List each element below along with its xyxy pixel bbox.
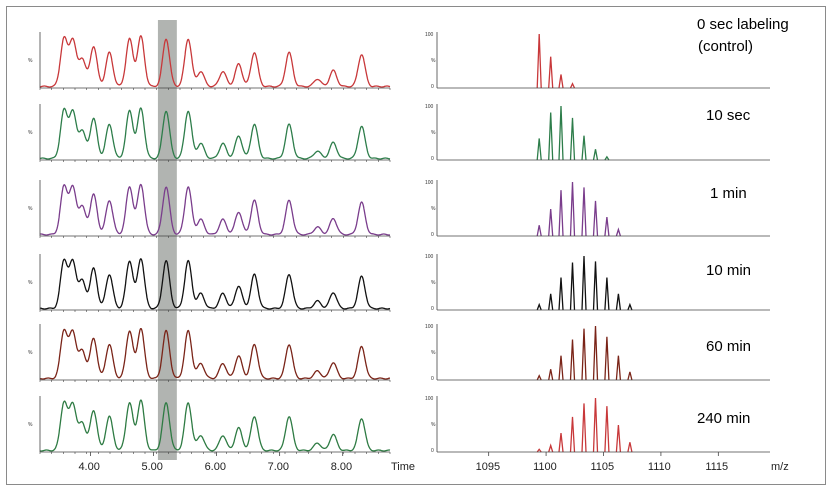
spectrum-peak	[615, 227, 622, 237]
spectrum-peak	[569, 416, 576, 453]
spectrum-y-tick-label: %	[431, 130, 436, 136]
spectrum-peak	[581, 187, 587, 237]
chromatogram-x-tick-label: 8.00	[331, 461, 352, 473]
chromatogram-y-tick-label: %	[28, 206, 33, 212]
row-label-0-line2: (control)	[698, 38, 753, 55]
spectrum-y-tick-label: %	[431, 350, 436, 356]
spectrum-peak	[592, 149, 599, 161]
spectrum-peak	[548, 208, 554, 237]
spectrum-y-tick-label: 0	[431, 232, 434, 238]
spectrum-peak	[558, 355, 564, 381]
spectrum-x-tick-label: 1115	[705, 461, 728, 473]
spectrum-peak	[536, 374, 542, 381]
chromatogram-x-tick-label: 7.00	[268, 461, 289, 473]
chromatogram-series-line	[39, 327, 390, 380]
chromatogram-series-line	[40, 399, 391, 452]
chromatogram-x-tick-label: 4.00	[78, 461, 99, 473]
spectrum-peak	[548, 293, 554, 311]
spectrum-peak	[604, 336, 610, 381]
chromatogram-x-tick-label: 6.00	[205, 461, 226, 473]
spectrum-peak	[615, 293, 622, 311]
row-label-4: 60 min	[706, 338, 751, 355]
spectrum-x-tick-label: 1100	[533, 461, 557, 473]
spectrum-peak	[581, 255, 587, 311]
spectrum-y-tick-label: 0	[431, 84, 434, 90]
spectrum-peak	[604, 155, 610, 161]
chromatogram-series-line	[39, 107, 391, 160]
spectrum-peak	[536, 33, 542, 89]
spectrum-peak	[627, 302, 633, 311]
spectrum-peak	[536, 448, 542, 453]
spectrum-peak	[592, 200, 599, 237]
spectrum-peak	[569, 181, 576, 237]
chromatogram-series-line	[39, 258, 391, 310]
chromatogram-series-line	[39, 35, 391, 88]
spectrum-peak	[569, 262, 576, 311]
spectrum-x-tick-label: 1095	[476, 461, 500, 473]
spectrum-peak	[627, 442, 633, 453]
chromatogram-y-tick-label: %	[28, 130, 33, 136]
spectrum-peak	[615, 424, 622, 453]
spectrum-y-tick-label: %	[431, 280, 436, 286]
chromatogram-x-tick-label: 5.00	[142, 461, 163, 473]
spectrum-peak	[558, 190, 564, 237]
spectrum-peak	[592, 397, 599, 453]
spectrum-peak	[592, 325, 599, 381]
spectrum-peak	[548, 56, 554, 89]
spectrum-peak	[536, 225, 542, 237]
spectrum-peak	[536, 302, 542, 311]
row-label-3: 10 min	[706, 262, 751, 279]
spectrum-peak	[581, 403, 587, 453]
spectrum-y-tick-label: %	[431, 206, 436, 212]
spectrum-peak	[581, 135, 587, 161]
row-label-5: 240 min	[697, 410, 750, 427]
spectrum-peak	[569, 117, 576, 161]
spectrum-x-tick-label: 1110	[648, 461, 671, 473]
spectrum-y-tick-label: %	[431, 422, 436, 428]
spectrum-peak	[604, 277, 610, 311]
spectrum-peak	[604, 217, 610, 237]
spectrum-peak	[548, 369, 554, 381]
spectrum-peak	[548, 443, 554, 453]
chromatogram-y-tick-label: %	[28, 58, 33, 64]
spectrum-x-tick-label: 1105	[591, 461, 615, 473]
row-label-2: 1 min	[710, 185, 747, 202]
spectrum-y-tick-label: 100	[425, 324, 434, 330]
mz-axis-label: m/z	[771, 461, 789, 473]
chromatogram-y-tick-label: %	[28, 280, 33, 286]
spectrum-y-tick-label: 100	[425, 254, 434, 260]
row-label-0-line1: 0 sec labeling	[697, 16, 789, 33]
spectrum-peak	[558, 105, 564, 161]
spectrum-peak	[558, 74, 564, 89]
spectrum-peak	[592, 261, 599, 311]
row-label-1: 10 sec	[706, 107, 751, 124]
spectrum-peak	[615, 355, 622, 381]
spectrum-y-tick-label: 0	[431, 306, 434, 312]
spectrum-peak	[569, 82, 576, 89]
spectrum-peak	[627, 371, 633, 381]
spectrum-peak	[581, 328, 587, 381]
spectrum-peak	[558, 277, 564, 311]
spectrum-peak	[604, 406, 610, 453]
spectrum-peak	[569, 339, 576, 381]
time-axis-label: Time	[391, 461, 415, 473]
chromatogram-series-line	[39, 183, 391, 236]
spectrum-y-tick-label: %	[431, 58, 436, 64]
spectrum-y-tick-label: 0	[431, 156, 434, 162]
spectrum-peak	[548, 112, 554, 161]
spectrum-y-tick-label: 100	[425, 396, 434, 402]
spectrum-y-tick-label: 100	[425, 32, 434, 38]
chromatogram-y-tick-label: %	[28, 350, 33, 356]
highlight-band	[157, 20, 177, 460]
spectrum-peak	[558, 433, 564, 453]
spectrum-y-tick-label: 100	[425, 180, 434, 186]
chromatogram-y-tick-label: %	[28, 422, 33, 428]
spectrum-peak	[536, 138, 542, 161]
spectrum-y-tick-label: 0	[431, 376, 434, 382]
spectrum-y-tick-label: 100	[425, 104, 434, 110]
spectrum-y-tick-label: 0	[431, 448, 434, 454]
